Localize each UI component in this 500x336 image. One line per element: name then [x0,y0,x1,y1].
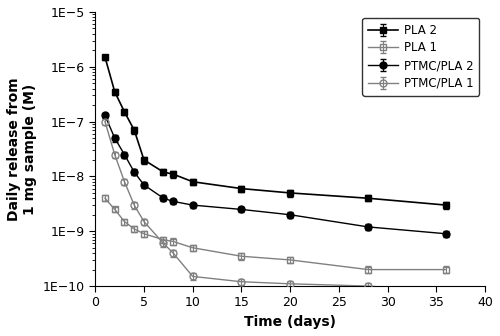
Y-axis label: Daily release from
1 mg sample (M): Daily release from 1 mg sample (M) [7,77,37,221]
X-axis label: Time (days): Time (days) [244,315,336,329]
Legend: PLA 2, PLA 1, PTMC/PLA 2, PTMC/PLA 1: PLA 2, PLA 1, PTMC/PLA 2, PTMC/PLA 1 [362,18,479,96]
